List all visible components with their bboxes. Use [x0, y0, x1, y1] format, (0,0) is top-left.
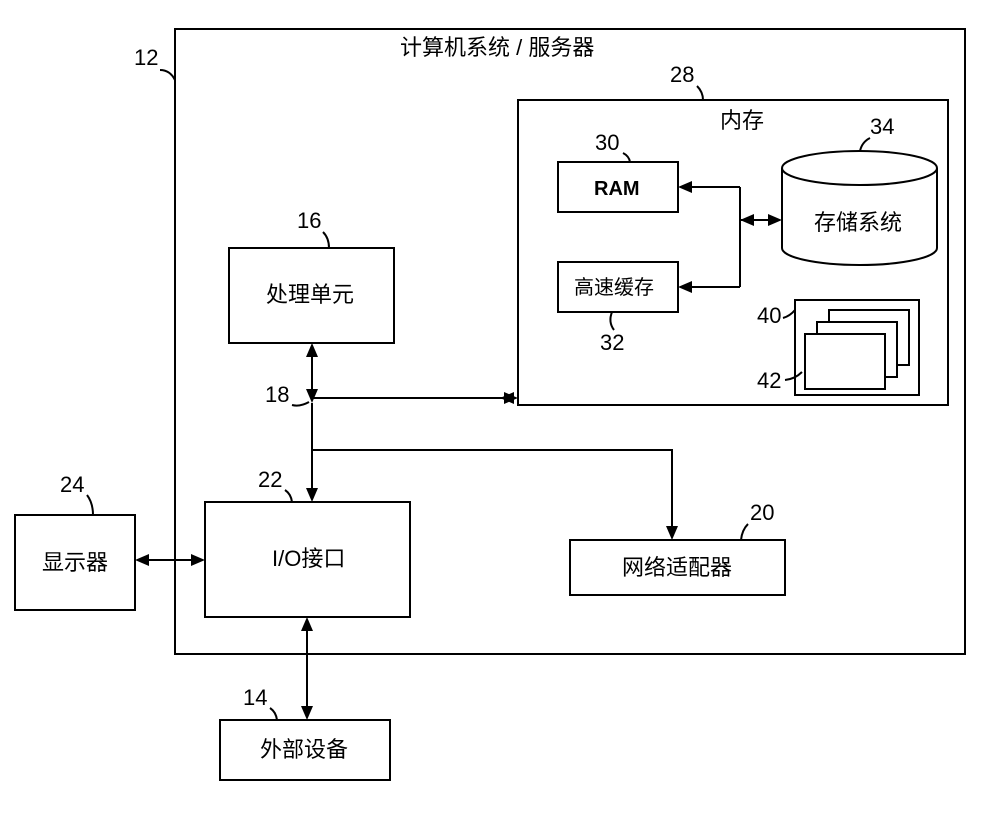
ref-18: 18: [265, 382, 289, 407]
ref-14: 14: [243, 685, 267, 710]
ref-12: 12: [134, 45, 158, 70]
ref-32: 32: [600, 330, 624, 355]
ref-24: 24: [60, 472, 84, 497]
diagram-canvas: 计算机系统 / 服务器 12 内存 28 RAM 30 高速缓存 32 存储系统…: [0, 0, 1000, 815]
ref-28: 28: [670, 62, 694, 87]
modules-group: [795, 300, 919, 395]
ref-40: 40: [757, 303, 781, 328]
ref-20: 20: [750, 500, 774, 525]
ram-label: RAM: [594, 178, 640, 200]
net-label: 网络适配器: [622, 555, 732, 580]
leader-24: [87, 495, 93, 515]
storage-label: 存储系统: [814, 210, 902, 235]
ref-16: 16: [297, 208, 321, 233]
display-label: 显示器: [42, 550, 108, 575]
ref-42: 42: [757, 368, 781, 393]
cache-label: 高速缓存: [574, 276, 654, 299]
leader-14: [270, 708, 277, 720]
ext-label: 外部设备: [260, 737, 348, 762]
arrow-ext-down: [301, 706, 313, 720]
memory-label: 内存: [720, 108, 764, 133]
ref-34: 34: [870, 114, 894, 139]
io-label: I/O接口: [272, 546, 345, 571]
ref-30: 30: [595, 130, 619, 155]
ref-22: 22: [258, 467, 282, 492]
leader-12: [160, 70, 175, 80]
processing-label: 处理单元: [266, 282, 354, 307]
server-title: 计算机系统 / 服务器: [400, 35, 594, 60]
arrow-disp-left: [135, 554, 149, 566]
